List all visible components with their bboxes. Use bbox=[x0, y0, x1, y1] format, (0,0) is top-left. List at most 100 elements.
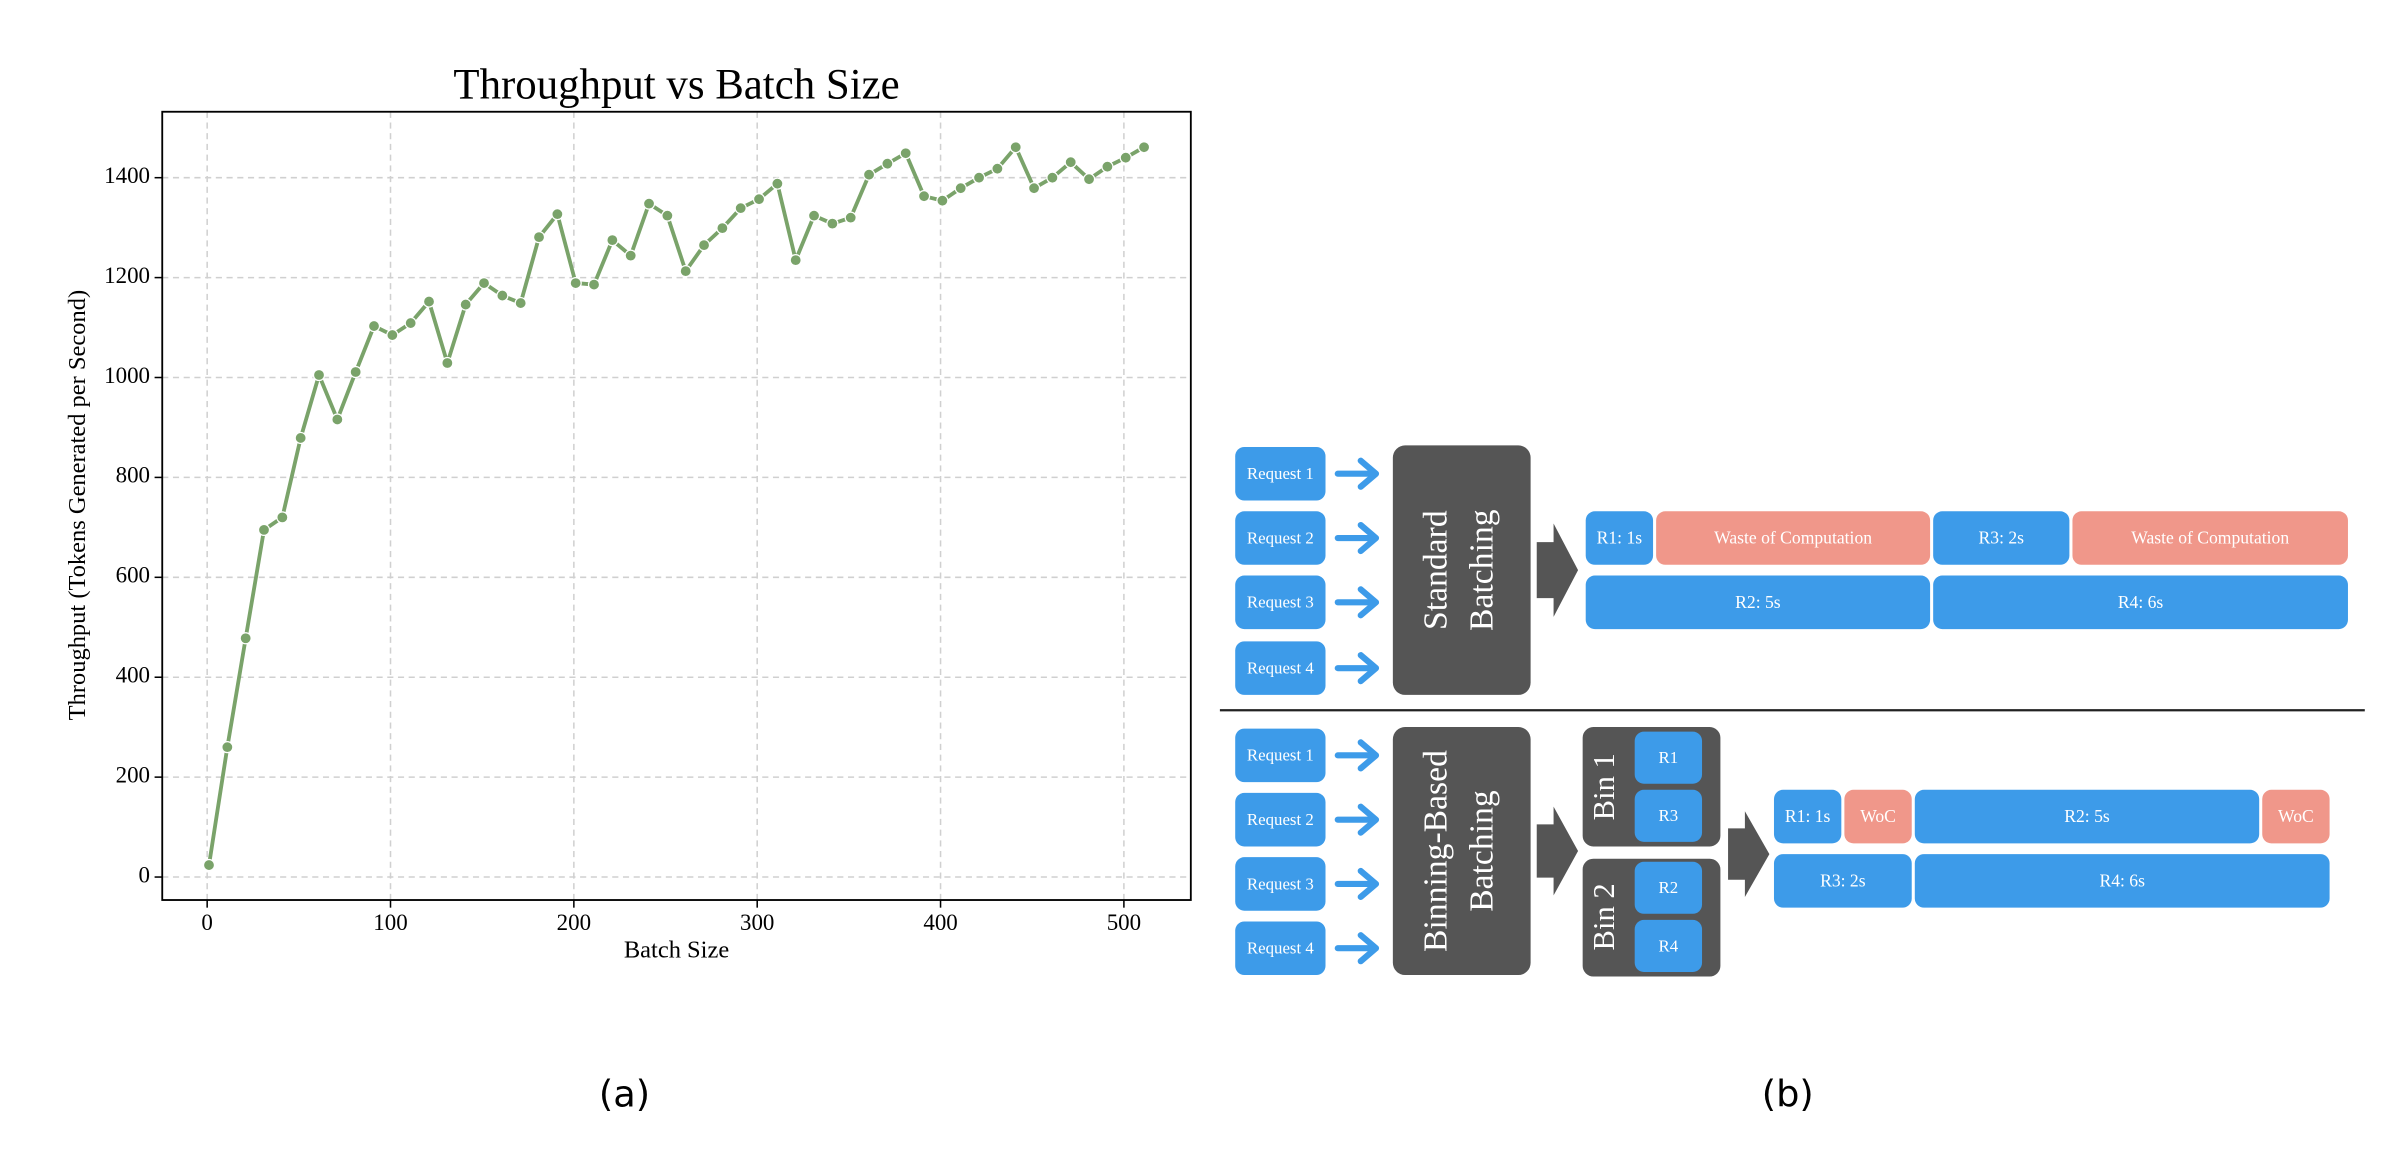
batcher-label: Standard bbox=[1418, 510, 1455, 630]
request-time-box-label: R2: 5s bbox=[1735, 592, 1781, 612]
data-point bbox=[1082, 173, 1096, 186]
bin-item bbox=[1634, 919, 1703, 972]
data-point bbox=[972, 171, 986, 184]
data-point bbox=[789, 253, 802, 267]
request-box-label: Request 2 bbox=[1247, 810, 1314, 829]
data-point bbox=[899, 147, 912, 160]
request-time-box bbox=[1773, 854, 1912, 908]
data-point bbox=[1064, 156, 1077, 169]
request-time-box-label: R2: 5s bbox=[2064, 806, 2110, 826]
data-point bbox=[936, 194, 949, 207]
request-arrow-head bbox=[1357, 457, 1380, 490]
plot-frame bbox=[161, 110, 1192, 901]
data-point bbox=[477, 276, 491, 290]
data-line bbox=[207, 143, 1146, 866]
request-time-box bbox=[1585, 575, 1931, 630]
batcher-label: Batching bbox=[1463, 509, 1500, 631]
request-time-box bbox=[1933, 575, 2348, 630]
request-box-label: Request 1 bbox=[1247, 464, 1314, 483]
flow-arrow bbox=[1536, 523, 1579, 617]
y-tick-label: 0 bbox=[139, 862, 150, 887]
data-point bbox=[734, 202, 747, 215]
data-point bbox=[1101, 160, 1114, 173]
request-time-box-label: R1: 1s bbox=[1597, 528, 1643, 548]
x-tick-label: 0 bbox=[201, 910, 212, 935]
request-box bbox=[1235, 792, 1326, 847]
request-box bbox=[1235, 728, 1326, 783]
waste-box-label: Waste of Computation bbox=[2131, 528, 2289, 548]
bin-item-label: R4 bbox=[1659, 936, 1679, 955]
y-tick-label: 1000 bbox=[104, 363, 150, 388]
bin-item-label: R1 bbox=[1659, 748, 1679, 767]
request-time-box-label: R4: 6s bbox=[2118, 592, 2164, 612]
data-point bbox=[276, 511, 289, 524]
request-time-box-label: R3: 2s bbox=[1979, 528, 2025, 548]
request-time-box bbox=[1933, 511, 2070, 565]
data-point bbox=[624, 249, 637, 262]
waste-box bbox=[1656, 511, 1931, 565]
x-tick-label: 400 bbox=[923, 910, 957, 935]
waste-box bbox=[1844, 789, 1912, 844]
request-box bbox=[1235, 921, 1326, 976]
data-point bbox=[1119, 151, 1132, 164]
batcher-box bbox=[1392, 445, 1531, 695]
request-arrow-head bbox=[1357, 867, 1380, 901]
batcher-label: Batching bbox=[1463, 790, 1500, 912]
x-tick-label: 100 bbox=[373, 910, 407, 935]
request-box bbox=[1235, 511, 1326, 565]
data-point bbox=[404, 316, 417, 330]
batcher-label: Binning-Based bbox=[1418, 750, 1455, 952]
waste-box-label: Waste of Computation bbox=[1714, 528, 1872, 548]
request-arrow-head bbox=[1357, 586, 1380, 619]
request-box-label: Request 4 bbox=[1247, 939, 1314, 958]
waste-box-label: WoC bbox=[2278, 806, 2314, 826]
request-arrow-head bbox=[1357, 803, 1380, 836]
request-box bbox=[1235, 857, 1326, 911]
request-box bbox=[1235, 446, 1326, 501]
data-point bbox=[807, 209, 821, 222]
data-point bbox=[202, 858, 216, 872]
bin-label: Bin 2 bbox=[1587, 883, 1621, 950]
data-point bbox=[991, 162, 1004, 175]
data-point bbox=[697, 239, 711, 252]
y-axis-label: Throughput (Tokens Generated per Second) bbox=[64, 290, 91, 720]
batcher-box bbox=[1392, 727, 1531, 976]
panel-label: (a) bbox=[599, 1072, 650, 1115]
y-tick-label: 400 bbox=[116, 662, 150, 687]
waste-box bbox=[2072, 511, 2348, 565]
data-point bbox=[716, 222, 729, 235]
data-point bbox=[917, 190, 931, 203]
data-point bbox=[532, 231, 546, 244]
bin-label: Bin 1 bbox=[1587, 753, 1621, 820]
data-point bbox=[459, 298, 472, 311]
request-box-label: Request 2 bbox=[1247, 528, 1314, 547]
request-time-box bbox=[1585, 511, 1654, 565]
waste-box bbox=[2262, 789, 2330, 844]
request-arrow-head bbox=[1357, 521, 1380, 555]
data-point bbox=[661, 209, 674, 222]
x-tick-label: 300 bbox=[740, 910, 774, 935]
data-point bbox=[862, 168, 876, 181]
chart-title: Throughput vs Batch Size bbox=[453, 62, 899, 109]
x-tick-label: 200 bbox=[557, 910, 591, 935]
data-point bbox=[551, 208, 564, 221]
bin-item-label: R3 bbox=[1659, 806, 1679, 825]
y-tick-label: 800 bbox=[116, 463, 150, 488]
data-point bbox=[606, 234, 619, 247]
data-point bbox=[881, 157, 894, 170]
request-arrow-head bbox=[1357, 652, 1380, 685]
data-point bbox=[221, 741, 234, 754]
bin-item bbox=[1634, 731, 1703, 784]
data-point bbox=[569, 276, 582, 290]
data-point bbox=[1046, 171, 1059, 184]
data-point bbox=[642, 197, 656, 210]
waste-box-label: WoC bbox=[1860, 806, 1896, 826]
data-point bbox=[294, 431, 307, 445]
y-tick-label: 600 bbox=[116, 563, 150, 588]
data-point bbox=[441, 356, 454, 370]
panel-label: (b) bbox=[1762, 1072, 1814, 1115]
request-arrow-head bbox=[1357, 739, 1380, 772]
request-box bbox=[1235, 575, 1326, 630]
